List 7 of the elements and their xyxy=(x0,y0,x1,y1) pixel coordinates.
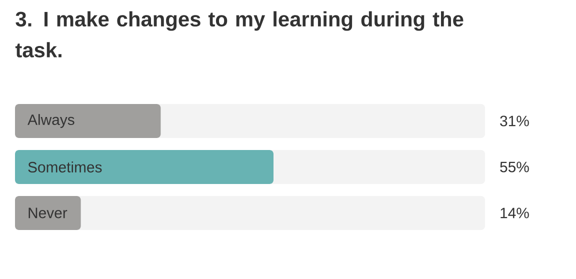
y-tick-label: Always xyxy=(28,114,74,128)
y-tick-label: Sometimes xyxy=(28,162,102,172)
data-label: 55% xyxy=(500,162,529,172)
y-tick-label: Never xyxy=(28,208,68,218)
data-label: 31% xyxy=(500,116,529,126)
data-label: 14% xyxy=(500,208,529,218)
chart-title: 3. I make changes to my learning during the task. xyxy=(15,11,464,58)
